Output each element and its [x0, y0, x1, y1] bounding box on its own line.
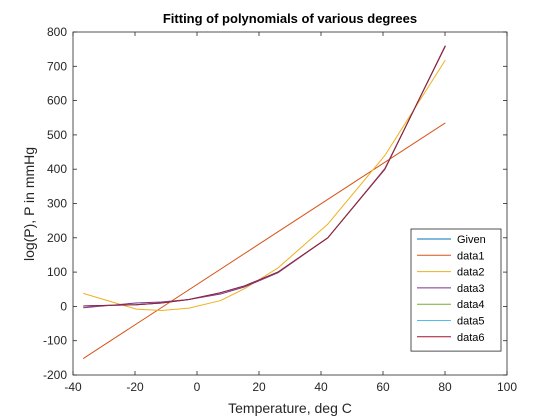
chart-title: Fitting of polynomials of various degree… — [163, 11, 417, 26]
x-tick-label: -20 — [126, 380, 144, 394]
legend: Given data1 data2 data3 data4 data5 data6 — [410, 228, 502, 352]
y-axis-label: log(P), P in mmHg — [21, 147, 37, 261]
legend-label: data5 — [457, 316, 485, 328]
series-line-data6 — [83, 45, 446, 307]
y-tick-label: 300 — [47, 197, 67, 211]
series-layer — [82, 45, 446, 359]
y-tick-label: 500 — [47, 128, 67, 142]
series-line-data1 — [82, 122, 446, 359]
legend-label: data1 — [457, 250, 485, 262]
y-tick-label: 100 — [47, 265, 67, 279]
y-tick-label: 400 — [47, 162, 67, 176]
y-tick-label: 800 — [47, 25, 67, 39]
x-tick-label: 80 — [438, 380, 452, 394]
y-tick-label: 700 — [47, 59, 67, 73]
y-tick-label: -100 — [43, 334, 67, 348]
legend-label: data6 — [457, 332, 485, 344]
x-tick-label: 100 — [497, 380, 517, 394]
y-tick-label: 200 — [47, 231, 67, 245]
legend-label: Given — [457, 234, 486, 246]
legend-label: data2 — [457, 267, 485, 279]
x-axis-label: Temperature, deg C — [228, 400, 352, 416]
y-tick-label: 0 — [60, 299, 67, 313]
legend-box — [410, 228, 502, 352]
x-tick-label: 40 — [314, 380, 328, 394]
y-tick-label: 600 — [47, 94, 67, 108]
x-tick-label: 0 — [194, 380, 201, 394]
legend-label: data4 — [457, 299, 485, 311]
x-tick-label: 60 — [376, 380, 390, 394]
axes: -40 -20 0 20 40 60 80 100-200-10001002003004005… — [43, 25, 517, 394]
series-line-data2 — [83, 59, 446, 312]
y-tick-label: -200 — [43, 368, 67, 382]
x-tick-label: -40 — [64, 380, 82, 394]
x-tick-label: 20 — [252, 380, 266, 394]
legend-label: data3 — [457, 283, 485, 295]
